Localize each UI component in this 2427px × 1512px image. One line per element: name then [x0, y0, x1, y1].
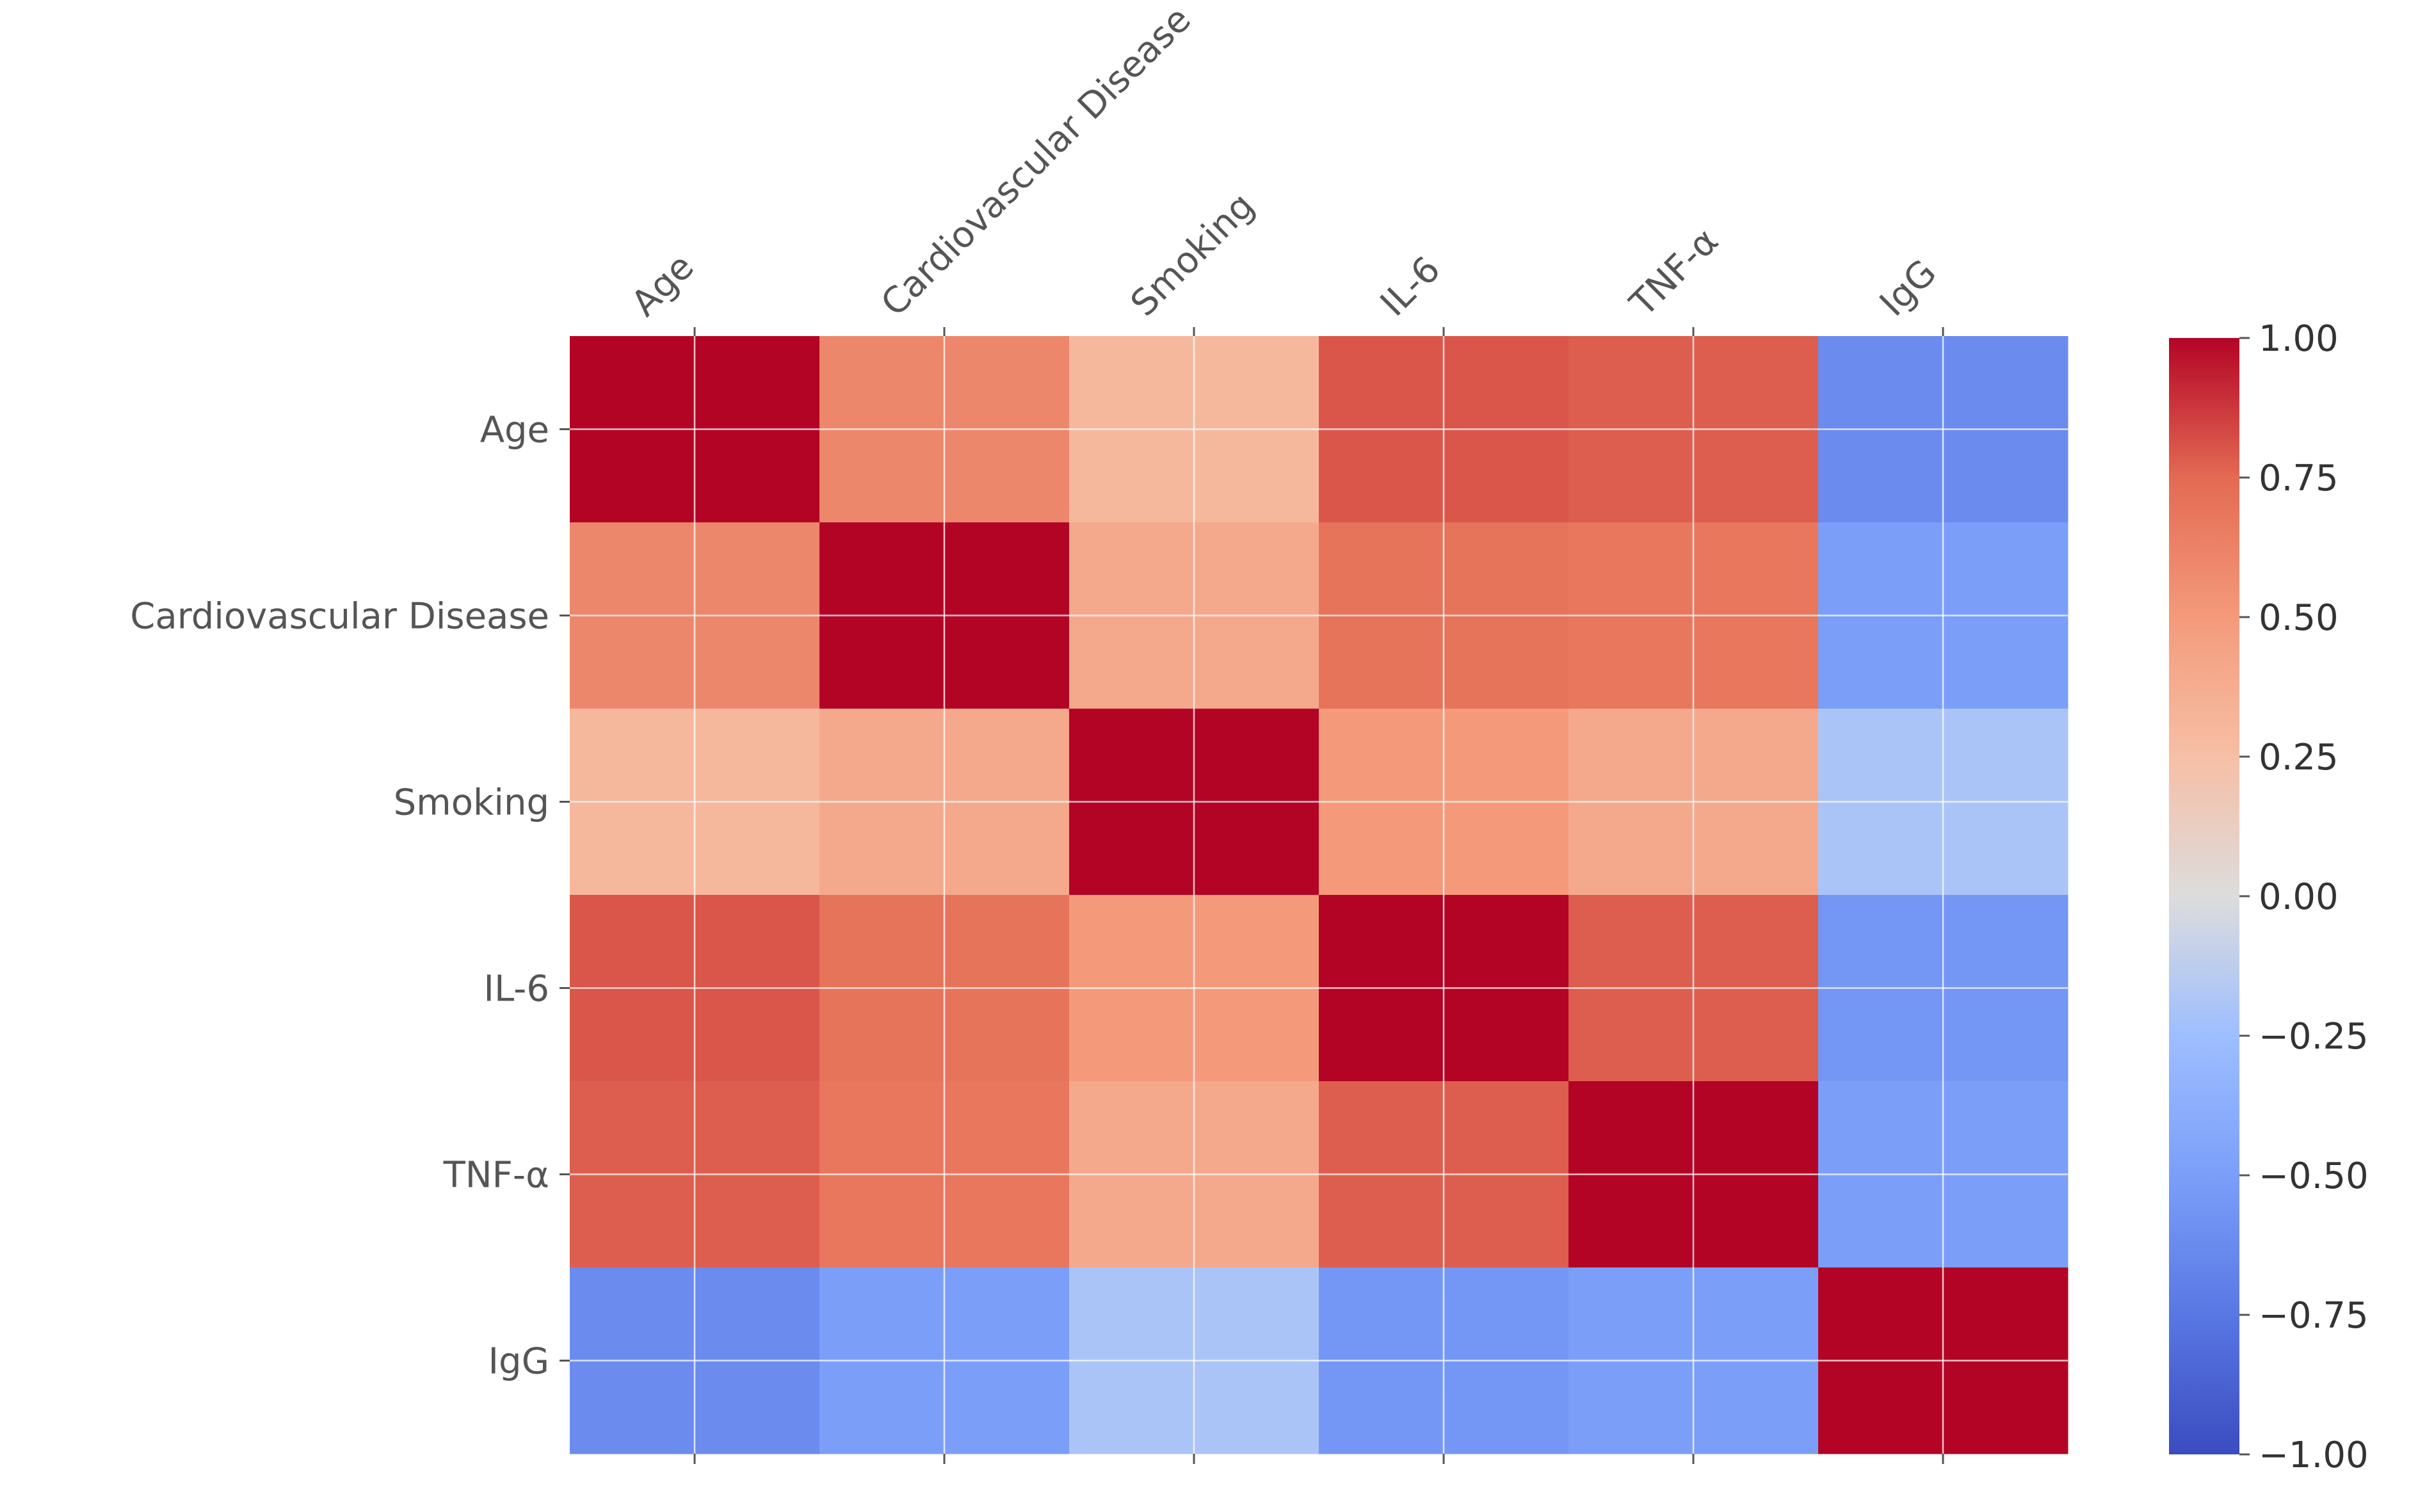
x-tick-label: Age: [624, 246, 702, 325]
x-tick-label: Smoking: [1123, 185, 1262, 325]
colorbar-tick-label: 0.00: [2259, 876, 2339, 918]
heatmap-gridlines: [570, 336, 2068, 1454]
y-tick-label: IgG: [488, 1341, 549, 1383]
x-tick-label: IgG: [1872, 252, 1944, 324]
heatmap-cells: [570, 336, 2068, 1454]
colorbar: 1.00 0.75 0.50 0.25 0.00 −0.25 −0.50 −0.75 −1.00: [2169, 318, 2369, 1476]
y-tick-label: Age: [480, 410, 549, 451]
colorbar-gradient: [2169, 338, 2239, 1454]
colorbar-tick-label: −0.25: [2259, 1016, 2369, 1058]
colorbar-tick-label: 1.00: [2259, 318, 2339, 360]
y-tick-label: Cardiovascular Disease: [130, 596, 549, 638]
y-axis-ticks: Age Cardiovascular Disease Smoking IL-6 TNF-…: [130, 410, 570, 1383]
colorbar-tick-label: −0.75: [2259, 1295, 2369, 1337]
colorbar-tick-label: 0.50: [2259, 597, 2339, 639]
y-tick-label: TNF-α: [443, 1155, 549, 1196]
x-tick-label: IL-6: [1373, 248, 1448, 324]
colorbar-tick-label: −0.50: [2259, 1155, 2369, 1197]
colorbar-tick-label: 0.25: [2259, 737, 2339, 778]
x-tick-label: TNF-α: [1622, 220, 1727, 325]
colorbar-tick-label: −1.00: [2259, 1435, 2369, 1476]
colorbar-tick-label: 0.75: [2259, 458, 2339, 499]
y-tick-label: Smoking: [394, 782, 549, 824]
y-tick-label: IL-6: [483, 969, 549, 1010]
